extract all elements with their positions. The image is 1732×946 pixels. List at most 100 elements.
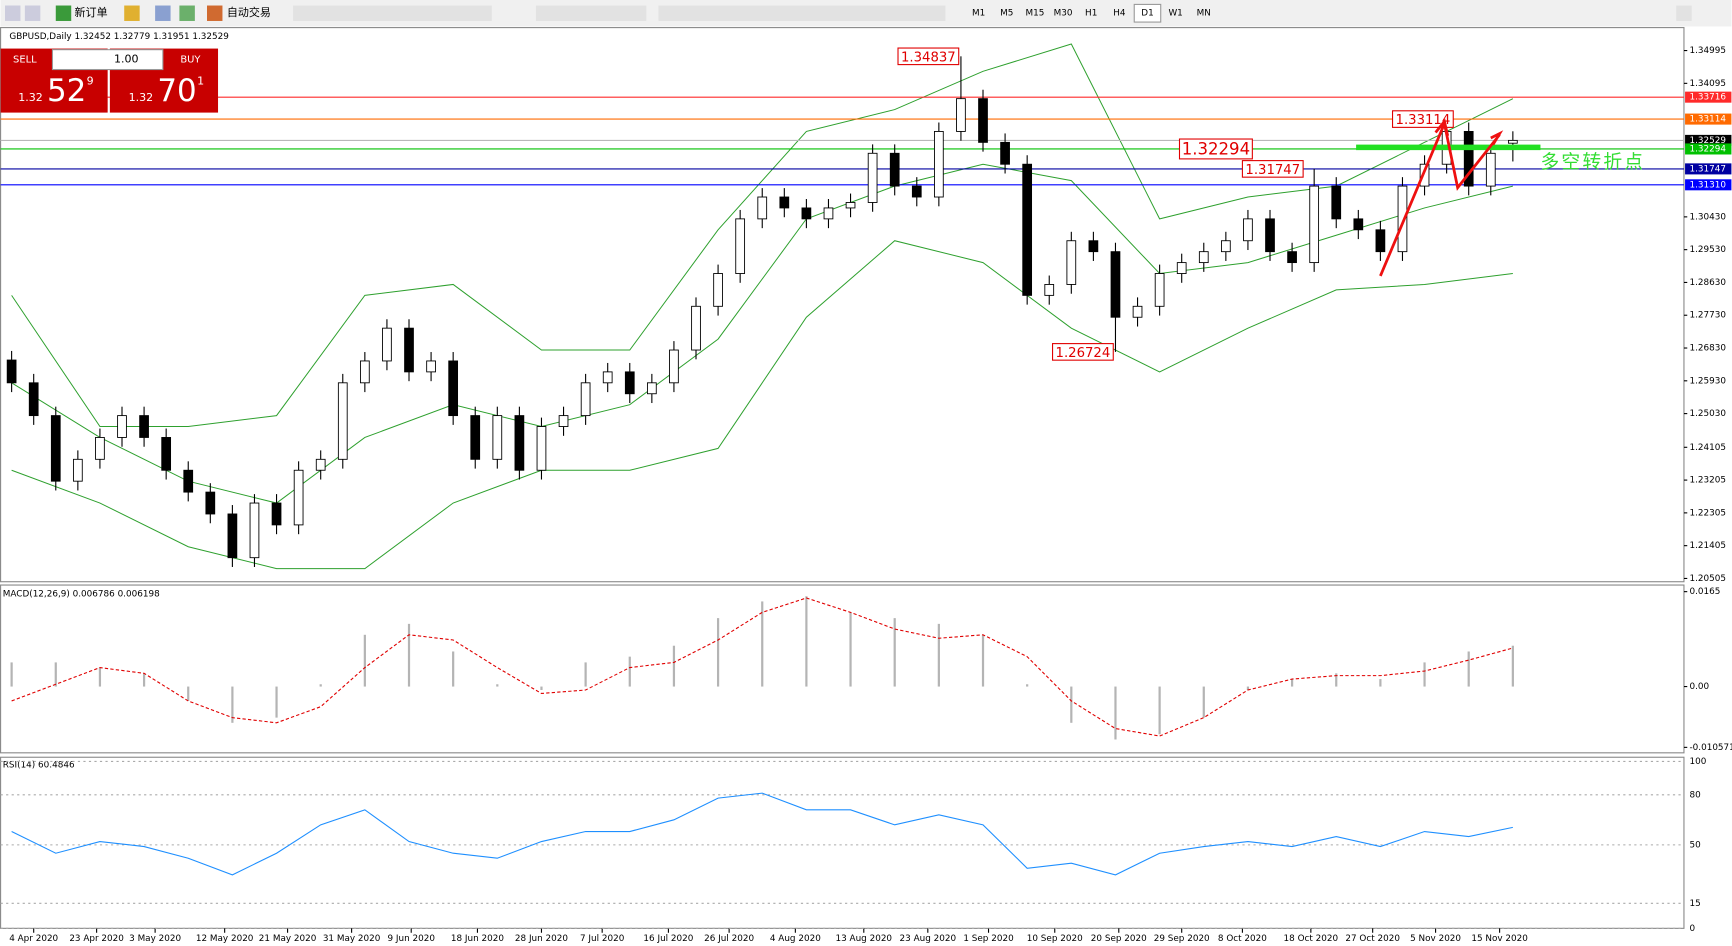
timeframe[interactable]: M1 <box>972 9 985 19</box>
sell-label[interactable]: SELL <box>13 55 37 66</box>
y-tick-label: 1.20505 <box>1689 574 1726 584</box>
x-tick-label: 20 Sep 2020 <box>1091 934 1147 944</box>
level-label: 1.31747 <box>1689 164 1726 174</box>
macd-bar <box>275 686 278 718</box>
timeframe[interactable]: M5 <box>1000 9 1013 19</box>
drawing-tools[interactable] <box>658 5 946 21</box>
candle-body <box>823 207 834 220</box>
macd-bar <box>1290 679 1294 687</box>
timeframe[interactable]: M30 <box>1054 9 1073 19</box>
buy-price-point: 1 <box>197 75 204 88</box>
candle-body <box>536 426 547 471</box>
timeframe-button[interactable] <box>1021 4 1049 23</box>
icon[interactable] <box>179 5 195 21</box>
timeframe[interactable]: H4 <box>1113 9 1126 19</box>
new-order-icon[interactable] <box>55 5 72 21</box>
annotation-text: 多空转折点 <box>1540 151 1645 173</box>
auto-trading[interactable]: 自动交易 <box>227 5 271 19</box>
y-tick-label: 100 <box>1689 757 1706 767</box>
timeframe-button[interactable] <box>1162 4 1189 23</box>
macd-bar <box>363 634 366 687</box>
candle-body <box>713 273 723 307</box>
chart-tools[interactable] <box>293 5 492 21</box>
y-tick-label: 1.25930 <box>1689 376 1726 386</box>
level-tag <box>1685 91 1732 103</box>
x-tick-label: 18 Jun 2020 <box>451 934 504 944</box>
macd-bar <box>672 645 676 687</box>
candle-body <box>161 437 172 471</box>
timeframe-button[interactable] <box>965 4 992 23</box>
timeframe[interactable]: W1 <box>1168 9 1182 19</box>
chart-tools[interactable] <box>535 5 647 21</box>
indicator-title: RSI(14) 60.4846 <box>3 760 75 770</box>
timeframe-button[interactable] <box>1133 3 1162 23</box>
candle-body <box>1397 185 1408 253</box>
y-tick-label: 1.21405 <box>1689 541 1726 551</box>
candle-body <box>1265 218 1275 253</box>
candle-body <box>470 415 481 460</box>
x-tick-label: 16 Jul 2020 <box>643 934 693 944</box>
candle-body <box>205 491 216 515</box>
macd-signal <box>11 597 1514 737</box>
macd-bar <box>142 673 146 687</box>
macd-bar <box>628 656 631 687</box>
buy-label[interactable]: BUY <box>180 55 201 66</box>
icon[interactable] <box>155 5 171 21</box>
candle-body <box>426 360 436 373</box>
candle-body <box>315 458 326 471</box>
price-annotation: 1.32294 <box>1182 140 1250 159</box>
x-tick-label: 12 May 2020 <box>196 934 254 944</box>
candle-body <box>139 415 149 438</box>
macd-bar <box>981 634 985 687</box>
timeframe[interactable]: H1 <box>1085 9 1097 19</box>
lot-box[interactable] <box>51 49 164 71</box>
sell-price-big: 1.32 <box>18 91 43 104</box>
candle-body <box>978 98 988 143</box>
candle-body <box>492 415 503 460</box>
price-annotation: 1.26724 <box>1056 346 1111 361</box>
candle-body <box>1309 185 1320 264</box>
macd-bar <box>319 684 322 687</box>
macd-bar <box>407 623 411 687</box>
candle-body <box>1331 185 1342 220</box>
new-order[interactable]: 新订单 <box>75 5 108 19</box>
icon[interactable] <box>24 5 41 21</box>
timeframe-button[interactable] <box>1049 4 1077 23</box>
candle-body <box>1243 218 1253 242</box>
level-tag <box>1685 143 1732 155</box>
level-label: 1.32294 <box>1689 144 1726 154</box>
search[interactable] <box>1676 5 1692 21</box>
macd-bar <box>1158 686 1161 735</box>
icon[interactable] <box>4 5 21 21</box>
buy-price-pips: 70 <box>157 73 196 109</box>
candle-body <box>117 415 127 438</box>
timeframe-button[interactable] <box>1190 4 1218 23</box>
timeframe-button[interactable] <box>1106 4 1133 23</box>
sell-price-point: 9 <box>87 75 94 88</box>
auto-trading-icon[interactable] <box>207 5 223 21</box>
x-tick-label: 10 Sep 2020 <box>1027 934 1083 944</box>
x-tick-label: 4 Aug 2020 <box>770 934 821 944</box>
x-tick-label: 8 Oct 2020 <box>1218 934 1267 944</box>
macd-bar <box>540 686 543 691</box>
candle-body <box>1220 240 1231 253</box>
timeframe-button[interactable] <box>993 4 1020 23</box>
bollinger-band <box>11 43 1514 428</box>
rsi-line <box>11 792 1513 876</box>
timeframe-button[interactable] <box>1077 4 1105 23</box>
timeframe[interactable]: MN <box>1197 9 1211 19</box>
lot[interactable]: 1.00 <box>114 53 139 66</box>
price-annotation-box <box>897 47 960 66</box>
candle-body <box>933 130 944 198</box>
price-annotation-box <box>1051 343 1114 361</box>
candle-body <box>271 502 282 526</box>
macd-bar <box>893 618 896 687</box>
icon[interactable] <box>124 5 140 21</box>
y-tick-label: 1.34095 <box>1689 79 1726 89</box>
timeframe[interactable]: D1 <box>1141 9 1153 19</box>
macd-bar <box>584 662 587 687</box>
macd-bar <box>1070 686 1073 723</box>
macd-bar <box>10 662 13 687</box>
timeframe[interactable]: M15 <box>1025 9 1044 19</box>
